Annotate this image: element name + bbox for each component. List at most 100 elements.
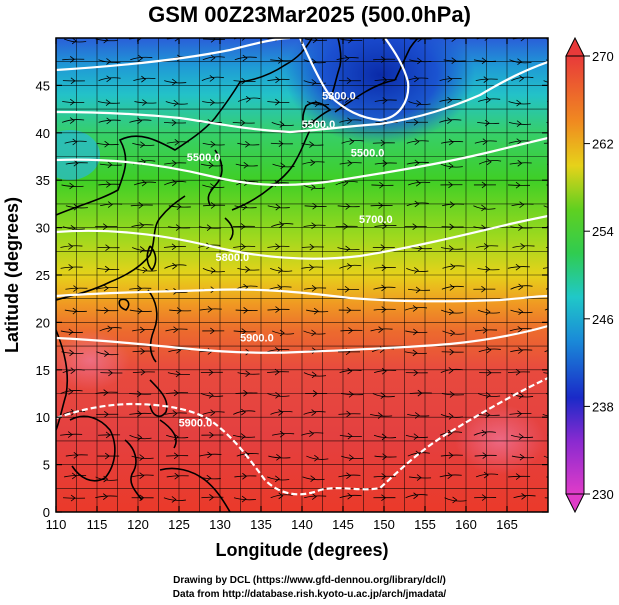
streamline-arrow	[139, 326, 145, 334]
cold-low-core	[285, 38, 475, 145]
streamline	[373, 286, 396, 290]
streamline-arrow	[310, 475, 316, 482]
streamline	[95, 495, 118, 499]
streamline	[339, 434, 362, 438]
credit-drawing: Drawing by DCL (https://www.gfd-dennou.o…	[173, 575, 446, 586]
streamline-arrow	[481, 57, 487, 65]
streamline	[202, 142, 225, 146]
colorbar-top-arrow	[565, 36, 585, 57]
streamline-arrow	[245, 141, 250, 148]
streamline-arrow	[380, 56, 386, 63]
streamline-arrow	[415, 179, 421, 187]
streamline-arrow	[280, 162, 286, 170]
streamline	[95, 286, 119, 290]
streamline-arrow	[309, 243, 315, 251]
streamline-arrow	[515, 368, 521, 376]
streamline-arrow	[482, 138, 488, 146]
streamline-arrow	[210, 409, 216, 417]
x-tick-label: 145	[332, 517, 354, 532]
streamline	[163, 246, 186, 248]
streamline-arrow	[414, 267, 419, 274]
streamline-arrow	[486, 369, 492, 377]
streamline-arrow	[210, 38, 216, 43]
streamline	[339, 162, 362, 165]
streamline-arrow	[206, 224, 212, 231]
streamline-arrow	[414, 159, 420, 167]
streamline-arrow	[517, 159, 523, 167]
streamline-arrow	[485, 96, 491, 104]
streamline	[512, 245, 535, 248]
streamline-arrow	[551, 265, 555, 271]
streamline-arrow	[275, 306, 281, 313]
streamline-arrow	[448, 181, 454, 189]
streamline-arrow	[481, 494, 487, 501]
streamline	[337, 205, 360, 208]
streamline-arrow	[347, 117, 353, 125]
coast-new-guinea	[159, 467, 231, 512]
colorbar-labels: 270 262 254 246 238 230	[584, 49, 614, 502]
streamline	[266, 371, 290, 374]
streamline	[508, 121, 532, 125]
streamline-arrow	[276, 453, 282, 461]
streamline-arrow	[519, 75, 525, 82]
geopotential-contours	[56, 38, 548, 496]
streamline-arrow	[348, 390, 354, 398]
y-tick-label: 0	[43, 505, 50, 520]
streamline	[132, 328, 155, 332]
streamline	[440, 247, 464, 250]
streamline-arrow	[516, 99, 522, 107]
streamline	[304, 495, 327, 499]
streamline-arrow	[142, 266, 148, 274]
streamline-arrow	[275, 391, 281, 399]
streamline	[237, 267, 260, 271]
streamline-arrow	[175, 370, 181, 378]
streamline-arrow	[553, 305, 557, 311]
streamline-arrow	[245, 95, 251, 103]
coast-borneo	[69, 415, 116, 482]
streamline-arrow	[554, 475, 558, 481]
streamline-arrow	[380, 139, 386, 147]
streamline-arrow	[345, 245, 351, 253]
streamline-arrow	[275, 243, 281, 251]
streamline-arrow	[555, 163, 559, 169]
streamline	[439, 99, 462, 102]
streamline	[473, 59, 496, 62]
x-tick-label: 110	[46, 517, 67, 532]
streamline	[97, 267, 120, 270]
streamline-arrow	[139, 454, 145, 461]
streamline-arrow	[209, 99, 215, 106]
coast-japan-honshu	[231, 129, 311, 211]
streamline-arrow	[554, 183, 558, 189]
streamline-arrow	[382, 97, 388, 104]
streamline-arrow	[377, 412, 383, 419]
streamline	[476, 245, 499, 248]
streamline	[165, 328, 188, 332]
streamline-arrow	[310, 183, 316, 191]
streamline-arrow	[346, 472, 352, 480]
streamline-arrow	[245, 370, 251, 377]
streamline	[131, 224, 154, 228]
streamline	[509, 412, 532, 415]
streamline-arrow	[447, 75, 453, 83]
coast-china-south	[56, 195, 186, 301]
streamline-arrow	[379, 181, 385, 189]
streamline-arrow	[107, 325, 113, 333]
streamline	[508, 475, 531, 478]
streamline	[64, 474, 87, 478]
streamline	[511, 203, 534, 207]
streamline	[98, 183, 121, 186]
contour-5900-north	[56, 324, 548, 354]
streamline-arrow	[481, 204, 487, 212]
streamline	[409, 247, 432, 250]
streamline	[132, 350, 155, 353]
streamline	[407, 413, 430, 417]
streamline	[164, 412, 187, 415]
y-tick-label: 15	[36, 363, 50, 378]
streamline-arrow	[106, 117, 112, 125]
streamline	[167, 372, 190, 376]
streamline-arrow	[208, 369, 214, 376]
streamline	[544, 350, 548, 353]
streamline-arrow	[380, 244, 386, 251]
colorbar-label: 246	[592, 312, 614, 327]
streamline-arrow	[102, 493, 108, 500]
